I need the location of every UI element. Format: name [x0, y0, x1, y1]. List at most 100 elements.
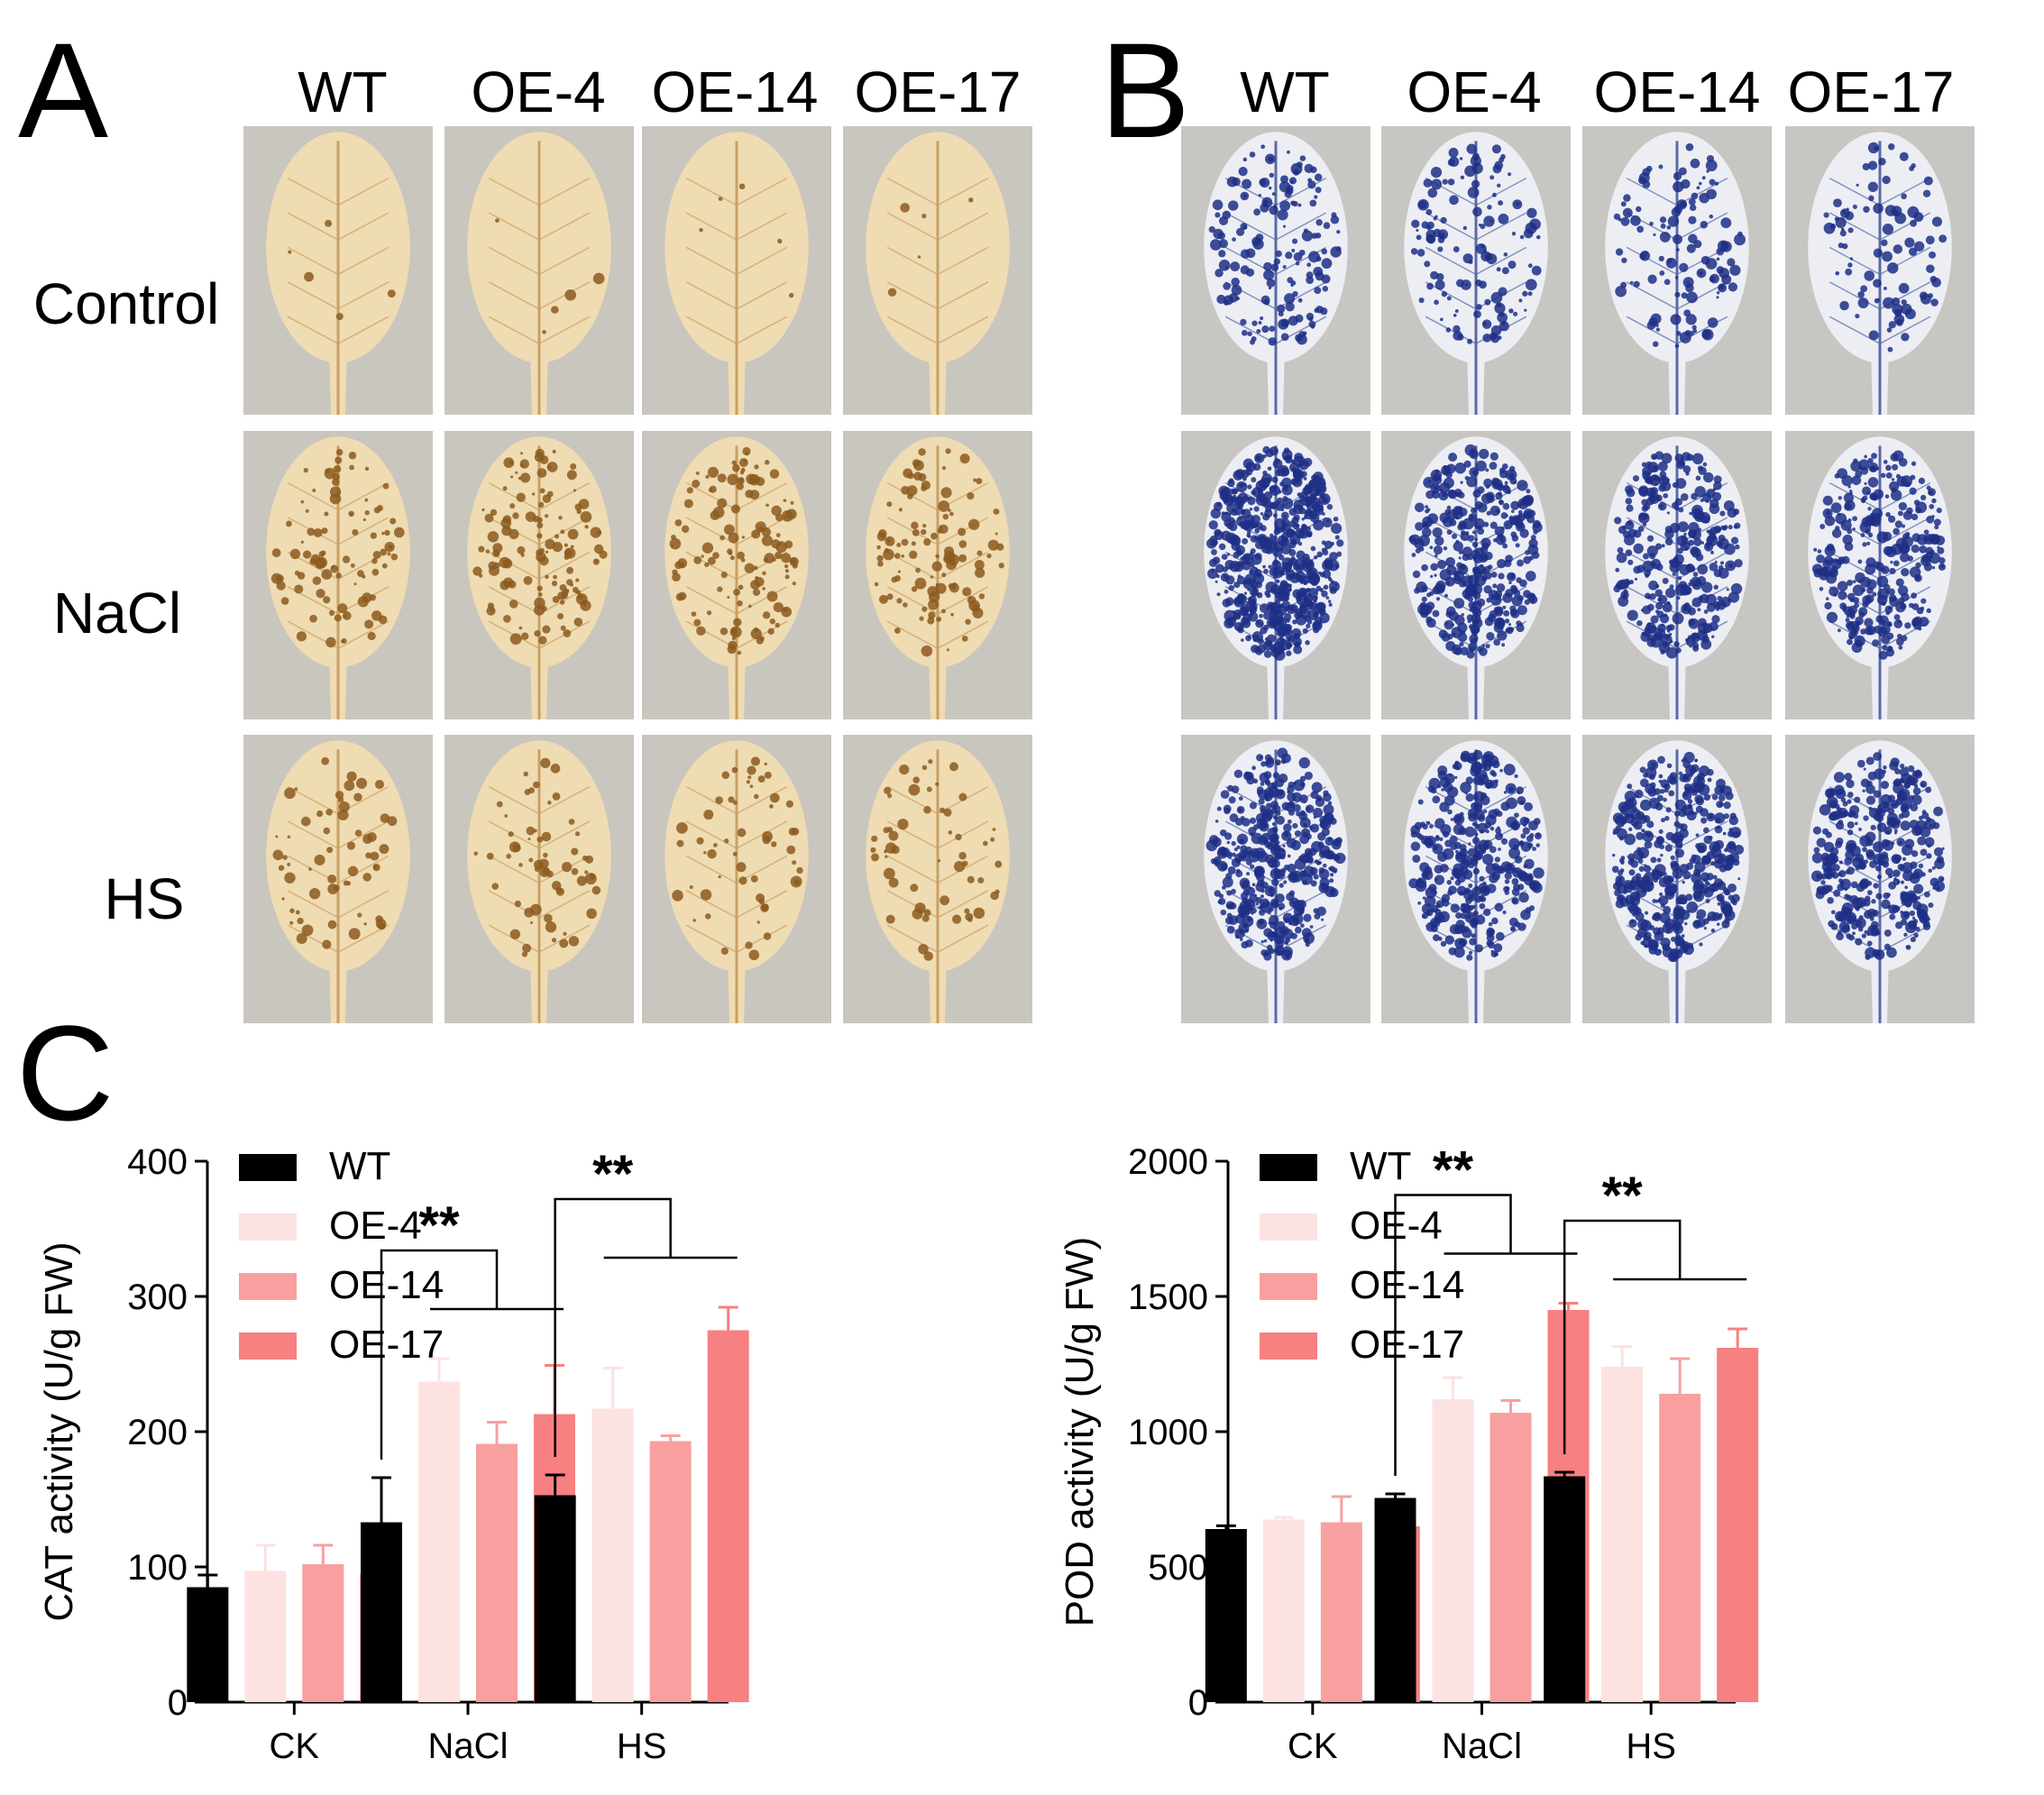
- bar: [1320, 1522, 1362, 1702]
- panel-b-leaf-tile: [1582, 126, 1772, 415]
- panel-a-leaf-tile: [642, 431, 831, 719]
- significance-bracket: [554, 1197, 672, 1457]
- panel-b-leaf-tile: [1785, 735, 1975, 1023]
- legend-swatch: [239, 1213, 297, 1241]
- panel-a-letter: A: [18, 14, 109, 166]
- panel-a-leaf-tile: [445, 735, 634, 1023]
- x-tick-label: CK: [270, 1726, 320, 1766]
- significance-label: **: [1433, 1141, 1474, 1200]
- bar: [1205, 1529, 1247, 1702]
- bar: [534, 1495, 576, 1702]
- panel-c-letter: C: [16, 997, 115, 1149]
- bar: [244, 1571, 287, 1702]
- panel-a-leaf-tile: [642, 126, 831, 415]
- legend-swatch: [239, 1154, 297, 1181]
- bar: [1374, 1497, 1416, 1702]
- bar: [707, 1330, 749, 1702]
- legend-label: OE-14: [329, 1263, 444, 1307]
- y-tick-label: 300: [127, 1278, 188, 1317]
- bar: [1659, 1394, 1701, 1702]
- legend-swatch: [1260, 1333, 1317, 1360]
- bar: [1262, 1519, 1305, 1702]
- panel-b-leaf-tile: [1785, 126, 1975, 415]
- bar: [187, 1587, 229, 1702]
- significance-label: **: [1602, 1167, 1644, 1225]
- panel-a-row-label-control: Control: [32, 271, 220, 336]
- panel-a-col-label-oe17: OE-17: [854, 60, 1022, 124]
- bar: [1489, 1413, 1532, 1702]
- bar: [1601, 1367, 1644, 1702]
- panel-a-row-label-hs: HS: [104, 866, 185, 931]
- significance-bracket: [1563, 1219, 1682, 1454]
- legend-label: OE-17: [329, 1323, 444, 1367]
- legend-label: OE-4: [329, 1204, 422, 1248]
- panel-a-leaf-tile: [642, 735, 831, 1023]
- panel-a-col-label-oe14: OE-14: [651, 60, 819, 124]
- legend-label: WT: [1350, 1144, 1411, 1188]
- panel-a-leaf-tile: [243, 126, 433, 415]
- panel-a-leaf-tile: [243, 735, 433, 1023]
- bar: [361, 1522, 402, 1702]
- panel-b-col-label-oe17: OE-17: [1787, 60, 1955, 124]
- y-tick-label: 500: [1148, 1548, 1208, 1588]
- legend-swatch: [239, 1273, 297, 1300]
- significance-bracket: [1394, 1194, 1512, 1476]
- bar: [476, 1443, 518, 1702]
- legend-swatch: [1260, 1154, 1317, 1181]
- panel-b-leaf-tile: [1381, 431, 1571, 719]
- y-tick-label: 200: [127, 1413, 188, 1452]
- significance-bracket: [380, 1249, 499, 1460]
- bar: [591, 1408, 634, 1702]
- bar: [1544, 1476, 1586, 1702]
- panel-b-leaf-tile: [1582, 735, 1772, 1023]
- panel-a-leaf-tile: [843, 735, 1032, 1023]
- panel-b-leaf-tile: [1181, 126, 1370, 415]
- y-tick-label: 100: [127, 1548, 188, 1588]
- cat-activity-chart: 0 100 200 300 400 CAT activity (U/g FW) CK NaCl…: [37, 1142, 749, 1766]
- panel-b-leaf-tile: [1582, 431, 1772, 719]
- panel-a-leaf-tile: [445, 431, 634, 719]
- bar: [1717, 1348, 1759, 1702]
- y-tick-label: 1500: [1128, 1278, 1208, 1317]
- bar: [649, 1441, 692, 1702]
- legend-label: OE-4: [1350, 1204, 1443, 1248]
- legend-label: WT: [329, 1144, 390, 1188]
- panel-a-leaf-tile: [843, 431, 1032, 719]
- y-axis-label: POD activity (U/g FW): [1058, 1237, 1102, 1627]
- panel-b-leaf-tile: [1381, 126, 1571, 415]
- panel-a-col-label-wt: WT: [298, 60, 388, 124]
- y-tick-label: 0: [168, 1683, 188, 1723]
- legend-label: OE-17: [1350, 1323, 1464, 1367]
- panel-a-leaf-tile: [843, 126, 1032, 415]
- panel-b-leaf-tile: [1785, 431, 1975, 719]
- panel-a-leaf-tile: [243, 431, 433, 719]
- y-tick-label: 0: [1188, 1683, 1208, 1723]
- x-tick-label: CK: [1288, 1726, 1338, 1766]
- panel-a-row-label-nacl: NaCl: [52, 581, 182, 646]
- legend-label: OE-14: [1350, 1263, 1464, 1307]
- legend-swatch: [1260, 1273, 1317, 1300]
- x-tick-label: NaCl: [1442, 1726, 1522, 1766]
- panel-b-col-label-oe4: OE-4: [1407, 60, 1542, 124]
- y-axis-label: CAT activity (U/g FW): [37, 1241, 81, 1621]
- significance-label: **: [418, 1196, 460, 1255]
- panel-a-leaf-tile: [445, 126, 634, 415]
- panel-a-col-label-oe4: OE-4: [471, 60, 606, 124]
- y-tick-label: 2000: [1128, 1142, 1208, 1182]
- legend-swatch: [1260, 1213, 1317, 1241]
- y-tick-label: 1000: [1128, 1413, 1208, 1452]
- panel-b-leaf-tile: [1181, 735, 1370, 1023]
- y-tick-label: 400: [127, 1142, 188, 1182]
- panel-b-leaf-tile: [1181, 431, 1370, 719]
- panel-b-leaf-tile: [1381, 735, 1571, 1023]
- bar: [302, 1564, 344, 1702]
- legend-swatch: [239, 1333, 297, 1360]
- panel-b-letter: B: [1100, 14, 1191, 166]
- panel-b-col-label-oe14: OE-14: [1593, 60, 1761, 124]
- bar: [1432, 1399, 1474, 1702]
- panel-b-col-label-wt: WT: [1240, 60, 1330, 124]
- pod-activity-chart: 0 500 1000 1500 2000 POD activity (U/g FW) CK N…: [1058, 1141, 1759, 1766]
- bar: [418, 1381, 460, 1702]
- x-tick-label: NaCl: [428, 1726, 509, 1766]
